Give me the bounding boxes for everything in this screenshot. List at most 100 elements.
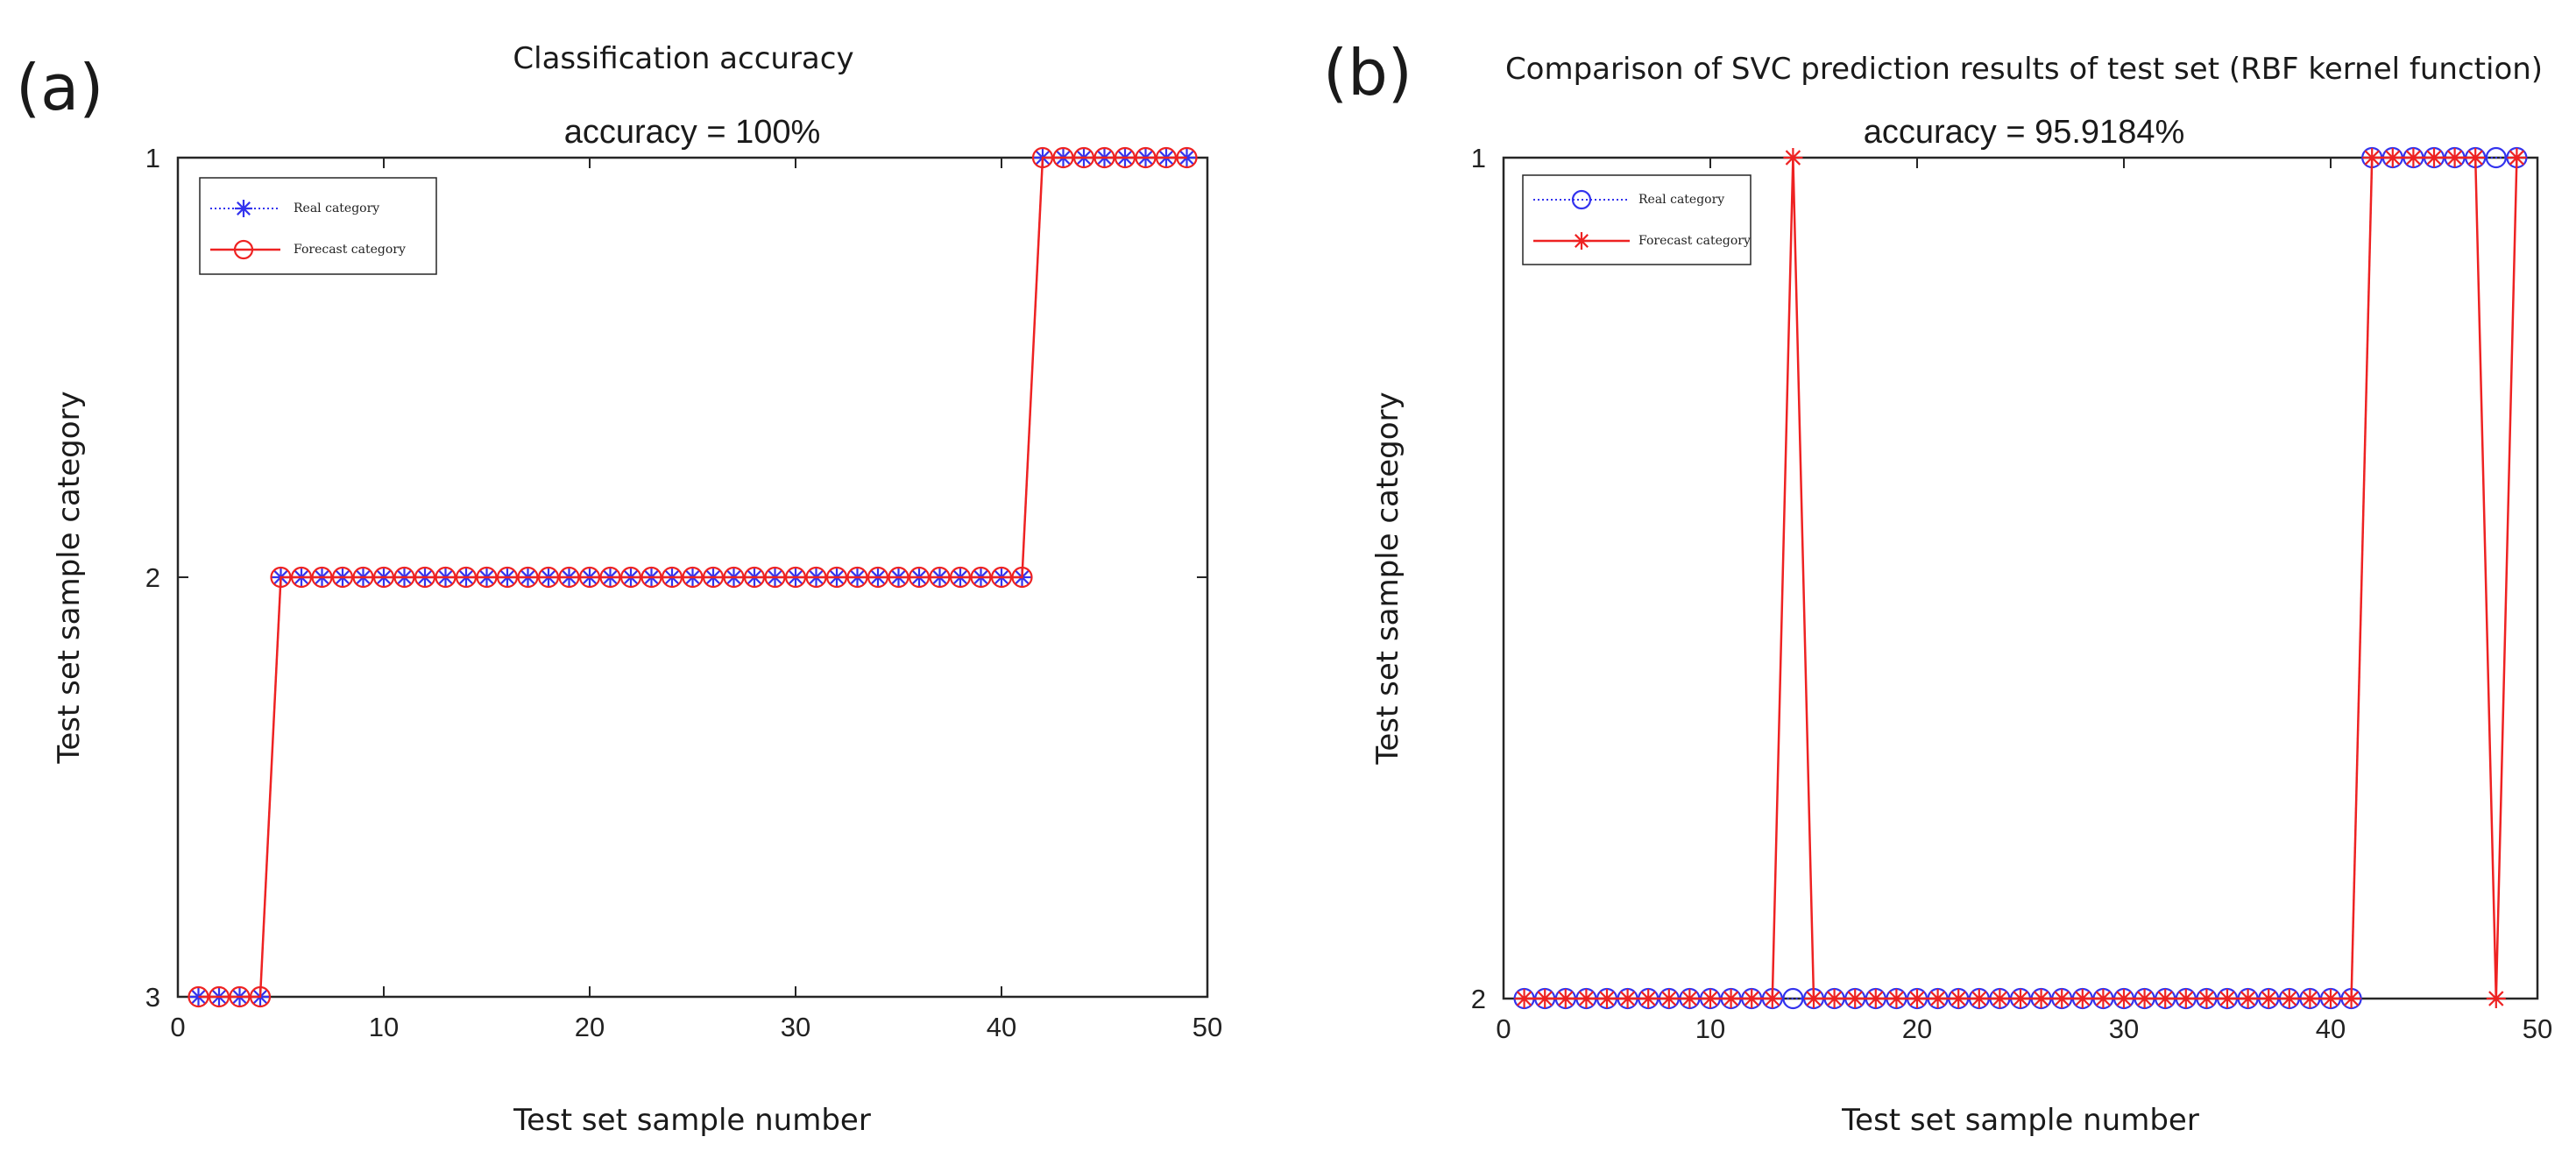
panel-b-legend-box (1522, 174, 1752, 265)
panel-a-legend-real-symbol (235, 200, 252, 217)
panel-b-forecast-point (1804, 989, 1823, 1008)
panel-b-forecast-point (1845, 989, 1865, 1008)
panel-a-forecast-point (352, 566, 374, 589)
panel-a-forecast-point (1052, 146, 1074, 169)
panel-b-forecast-point (1597, 989, 1617, 1008)
panel-a-forecast-point (435, 566, 456, 589)
panel-a-legend-forecast-label: Forecast category (294, 243, 406, 257)
panel-a-forecast-point (599, 566, 621, 589)
panel-b-forecast-point (2259, 989, 2279, 1008)
panel-b-x-tick-label: 50 (2523, 1013, 2552, 1044)
panel-b-y-axis: 12 (1471, 143, 2537, 1014)
panel-a-chart: (a) Classification accuracy accuracy = 1… (16, 41, 1222, 1138)
panel-b-forecast-point (1949, 989, 1969, 1008)
panel-a-forecast-point (496, 566, 519, 589)
panel-a-title: Classification accuracy (513, 41, 853, 76)
panel-b-forecast-point (1742, 989, 1762, 1008)
panel-a-x-tick-label: 20 (575, 1012, 605, 1042)
panel-a-series (188, 146, 1198, 1008)
panel-b-forecast-point (1535, 989, 1555, 1008)
panel-a-x-axis-label: Test set sample number (513, 1103, 871, 1138)
panel-b-forecast-point (1969, 989, 1989, 1008)
panel-b-y-axis-label: Test set sample category (1370, 392, 1405, 765)
panel-b-legend-forecast-marker (1573, 232, 1590, 250)
panel-a-forecast-point (414, 566, 436, 589)
panel-a-forecast-point (784, 566, 807, 589)
panel-a-y-tick-label: 2 (145, 562, 160, 593)
panel-a-forecast-point (825, 566, 848, 589)
panel-a-forecast-point (640, 566, 662, 589)
panel-a-forecast-point (517, 566, 539, 589)
panel-a-forecast-point (743, 566, 766, 589)
panel-b-forecast-point (1928, 989, 1948, 1008)
panel-b-forecast-point (2011, 989, 2030, 1008)
panel-b-x-tick-label: 10 (1695, 1013, 1725, 1044)
panel-a-series-forecast-line (198, 156, 1187, 999)
panel-b-real-point (2485, 146, 2507, 169)
panel-b-series (1513, 146, 2528, 1010)
panel-a-forecast-point (867, 566, 889, 589)
panel-a-forecast-point (682, 566, 704, 589)
panel-b-y-tick-label: 1 (1471, 143, 1486, 173)
panel-b-forecast-point (1721, 989, 1741, 1008)
panel-a-forecast-point (619, 566, 642, 589)
panel-a-forecast-point (908, 566, 931, 589)
panel-b-forecast-point (2114, 989, 2134, 1008)
panel-a-forecast-point (1093, 146, 1115, 169)
panel-a-forecast-point (846, 566, 868, 589)
panel-a-forecast-point (1155, 146, 1178, 169)
panel-b-forecast-point (2197, 989, 2217, 1008)
panel-b-forecast-point (2507, 148, 2527, 167)
panel-b-label: (b) (1323, 36, 1412, 109)
panel-b-x-tick-label: 30 (2109, 1013, 2139, 1044)
panel-a-forecast-point (311, 566, 333, 589)
panel-a-forecast-point (537, 566, 560, 589)
panel-b-forecast-point (2072, 989, 2092, 1008)
panel-b-legend: Real category Forecast category (1522, 174, 1752, 265)
panel-a-x-tick-label: 10 (369, 1012, 399, 1042)
panel-b-plot-area (1502, 156, 2539, 1000)
panel-b-chart: (b) Comparison of SVC prediction results… (1323, 36, 2552, 1138)
panel-b-legend-real-label: Real category (1638, 193, 1724, 207)
panel-a-forecast-point (188, 985, 209, 1008)
panel-b-y-tick-label: 2 (1471, 984, 1486, 1014)
panel-a-forecast-point (455, 566, 478, 589)
panel-b-forecast-point (2279, 989, 2299, 1008)
panel-b-x-axis: 0 10 20 30 40 50 (1496, 158, 2552, 1044)
panel-b-x-axis-label: Test set sample number (1841, 1103, 2199, 1138)
panel-a-x-tick-label: 50 (1192, 1012, 1222, 1042)
panel-b-forecast-point (2238, 989, 2258, 1008)
panel-b-subtitle: accuracy = 95.9184% (1864, 114, 2185, 151)
panel-a-forecast-point (331, 566, 354, 589)
panel-b-forecast-point (1659, 989, 1679, 1008)
panel-b-x-tick-label: 40 (2316, 1013, 2346, 1044)
panel-a-legend-forecast-marker (233, 239, 254, 260)
panel-b-forecast-point (2155, 989, 2176, 1008)
panel-b-forecast-point (1886, 989, 1907, 1008)
panel-b-forecast-point (2052, 989, 2072, 1008)
panel-a-legend: Real category Forecast category (199, 177, 437, 275)
panel-b-legend-real-symbol (1571, 189, 1592, 210)
panel-b-forecast-point (2300, 989, 2320, 1008)
panel-b-forecast-point (2341, 989, 2361, 1008)
panel-b-forecast-point (2134, 989, 2155, 1008)
panel-b-forecast-point (1617, 989, 1638, 1008)
panel-b-forecast-point (1990, 989, 2010, 1008)
panel-a-x-tick-label: 40 (987, 1012, 1016, 1042)
panel-a-forecast-point (970, 566, 992, 589)
panel-a-y-tick-label: 1 (145, 143, 160, 173)
panel-b-title: Comparison of SVC prediction results of … (1505, 52, 2543, 87)
panel-a-forecast-point (393, 566, 415, 589)
panel-b-forecast-point (2424, 148, 2444, 167)
panel-b-forecast-point (2031, 989, 2051, 1008)
panel-a-forecast-point (1176, 146, 1198, 169)
panel-a-forecast-point (949, 566, 972, 589)
panel-b-forecast-point (2093, 989, 2113, 1008)
panel-b-forecast-point (1865, 989, 1886, 1008)
panel-a-legend-box (199, 177, 437, 275)
panel-a-forecast-point (888, 566, 909, 589)
panel-b-forecast-point (2362, 148, 2382, 167)
panel-b-forecast-point (1907, 989, 1927, 1008)
panel-b-forecast-point (1638, 989, 1659, 1008)
